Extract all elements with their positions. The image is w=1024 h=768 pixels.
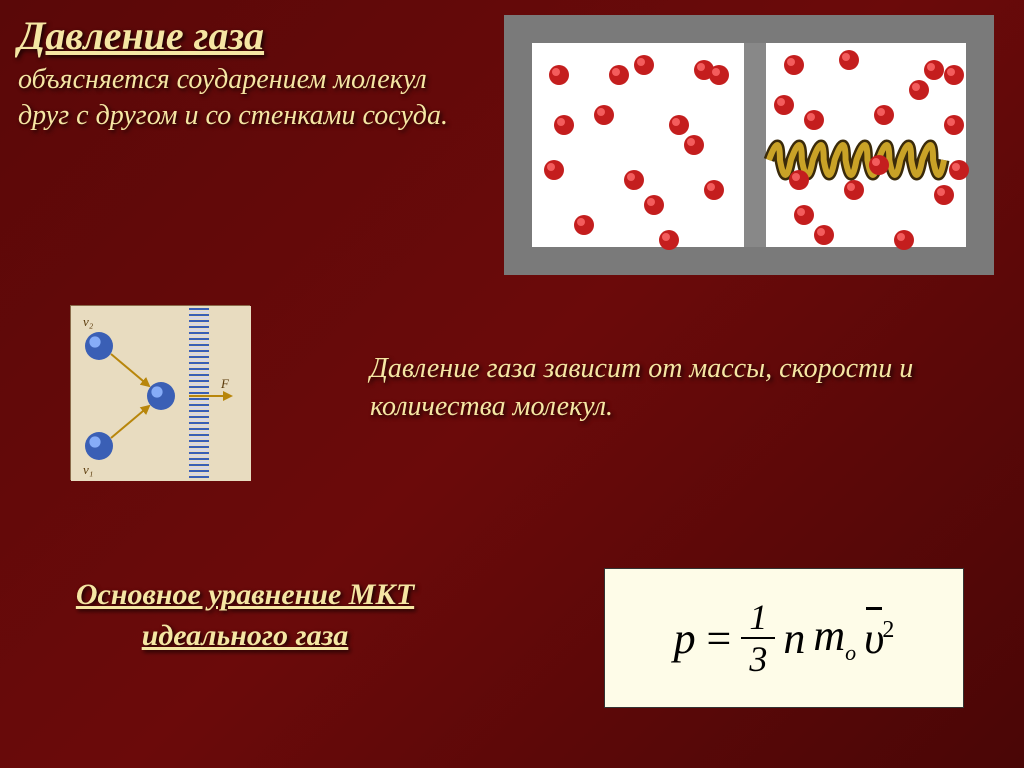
- dependency-text: Давление газа зависит от массы, скорости…: [370, 350, 990, 426]
- svg-text:v₂: v₂: [83, 314, 94, 329]
- svg-text:v₁: v₁: [83, 462, 93, 477]
- formula-box: p = 1 3 n mо υ2: [604, 568, 964, 708]
- collision-svg: v₂ v₁ F: [71, 306, 251, 481]
- formula-m: mо: [813, 610, 856, 666]
- formula-n: n: [783, 613, 805, 664]
- equation-title: Основное уравнение МКТ идеального газа: [20, 575, 470, 656]
- formula-m-sub: о: [845, 640, 856, 665]
- formula-v: υ2: [864, 613, 894, 664]
- formula-eq: =: [704, 613, 734, 664]
- mkt-formula: p = 1 3 n mо υ2: [674, 599, 895, 677]
- frac-den: 3: [749, 639, 767, 677]
- gas-piston-diagram: [504, 15, 994, 275]
- slide-subtitle: объясняется соударением молекул друг с д…: [18, 62, 448, 135]
- svg-text:F: F: [220, 376, 230, 391]
- frac-num: 1: [741, 599, 775, 639]
- slide-title: Давление газа: [18, 12, 264, 59]
- formula-lhs: p: [674, 613, 696, 664]
- gas-piston-svg: [504, 15, 994, 275]
- molecule-collision-diagram: v₂ v₁ F: [70, 305, 250, 480]
- formula-fraction: 1 3: [741, 599, 775, 677]
- formula-m-base: m: [813, 611, 845, 660]
- formula-v-bar: υ: [864, 613, 884, 664]
